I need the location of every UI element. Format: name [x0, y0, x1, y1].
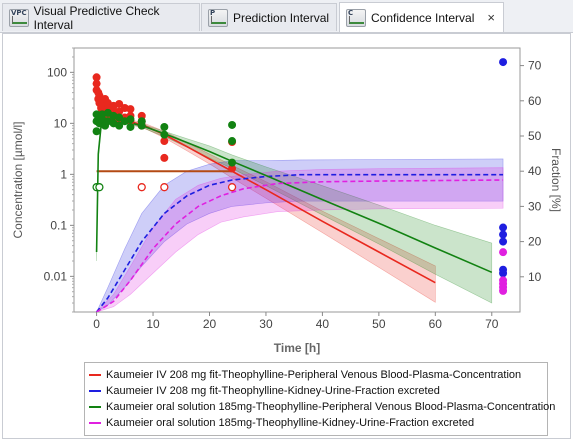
observed-point	[92, 79, 101, 88]
legend-item: Kaumeier IV 208 mg fit-Theophylline-Kidn…	[89, 384, 440, 398]
legend-label: Kaumeier IV 208 mg fit-Theophylline-Peri…	[106, 369, 522, 381]
observed-point	[499, 223, 508, 232]
prediction-chart-icon: P	[208, 8, 228, 27]
observed-point	[92, 127, 101, 136]
observed-point	[115, 99, 124, 108]
tab-vpc-interval[interactable]: VPC Visual Predictive Check Interval	[2, 3, 200, 32]
observed-point	[228, 120, 237, 129]
censored-point	[160, 183, 169, 192]
legend-label: Kaumeier oral solution 185mg-Theophyllin…	[106, 417, 475, 429]
x-tick-label: 60	[429, 317, 443, 331]
observed-point	[499, 269, 508, 278]
observed-point	[126, 115, 135, 124]
y-axis-label-left: Concentration [µmol/l]	[11, 122, 25, 239]
legend-label: Kaumeier IV 208 mg fit-Theophylline-Kidn…	[106, 385, 440, 397]
x-tick-label: 30	[259, 317, 273, 331]
observed-point	[228, 164, 237, 173]
confidence-band-3	[96, 167, 504, 312]
observed-point	[499, 230, 508, 239]
y-axis-label-right: Fraction [%]	[549, 148, 563, 212]
x-tick-label: 20	[203, 317, 217, 331]
series-line-1	[95, 173, 504, 312]
vpc-chart-icon: VPC	[9, 8, 29, 27]
legend-swatch	[89, 390, 101, 392]
x-tick-label: 50	[372, 317, 386, 331]
y-tick-label-right: 30	[528, 199, 542, 213]
observed-point	[115, 113, 124, 122]
x-tick-label: 10	[146, 317, 160, 331]
series-line-3	[96, 179, 504, 312]
y-tick-label-left: 0.01	[44, 269, 68, 283]
y-tick-label-left: 1	[60, 167, 67, 181]
x-tick-label: 40	[316, 317, 330, 331]
close-icon[interactable]: ×	[487, 10, 495, 25]
confidence-chart-icon: C	[346, 8, 366, 27]
chart-legend: Kaumeier IV 208 mg fit-Theophylline-Peri…	[84, 362, 555, 436]
tab-label: Confidence Interval	[371, 10, 475, 25]
legend-swatch	[89, 374, 101, 376]
observed-point	[160, 130, 169, 139]
censored-point	[227, 183, 237, 192]
tab-label: Visual Predictive Check Interval	[33, 3, 160, 32]
observed-point	[137, 121, 146, 130]
y-tick-label-left: 0.1	[50, 218, 67, 232]
tab-bar: VPC Visual Predictive Check Interval P P…	[0, 0, 573, 33]
y-tick-label-right: 50	[528, 129, 542, 143]
tab-prediction-interval[interactable]: P Prediction Interval	[201, 3, 337, 31]
y-tick-label-left: 10	[54, 116, 68, 130]
legend-item: Kaumeier oral solution 185mg-Theophyllin…	[89, 400, 555, 414]
observed-point	[126, 122, 135, 131]
observed-point	[160, 153, 169, 162]
observed-point	[126, 105, 135, 114]
x-tick-label: 0	[93, 317, 100, 331]
tab-label: Prediction Interval	[233, 10, 330, 25]
series-line-0	[96, 115, 436, 284]
y-tick-label-right: 40	[528, 164, 542, 178]
y-tick-label-right: 10	[528, 270, 542, 284]
legend-swatch	[89, 422, 101, 424]
x-axis-label: Time [h]	[274, 341, 320, 355]
y-tick-label-left: 100	[47, 65, 67, 79]
y-tick-label-right: 60	[528, 94, 542, 108]
legend-label: Kaumeier oral solution 185mg-Theophyllin…	[106, 401, 556, 413]
observed-point	[115, 121, 124, 130]
observed-point	[499, 237, 508, 246]
observed-point	[499, 248, 508, 257]
observed-point	[228, 158, 237, 167]
observed-point	[228, 137, 237, 146]
plot-area	[73, 47, 521, 313]
censored-point	[95, 183, 104, 192]
censored-point	[137, 183, 146, 192]
observed-point	[499, 286, 508, 295]
observed-point	[92, 73, 101, 82]
y-tick-label-right: 20	[528, 235, 542, 249]
tab-confidence-interval[interactable]: C Confidence Interval ×	[339, 2, 504, 32]
y-tick-label-right: 70	[528, 59, 542, 73]
legend-item: Kaumeier IV 208 mg fit-Theophylline-Peri…	[89, 368, 521, 382]
observed-point	[160, 137, 169, 146]
observed-point	[499, 58, 508, 67]
legend-item: Kaumeier oral solution 185mg-Theophyllin…	[89, 416, 474, 430]
x-tick-label: 70	[485, 317, 499, 331]
observed-point	[160, 122, 169, 131]
legend-swatch	[89, 406, 101, 408]
